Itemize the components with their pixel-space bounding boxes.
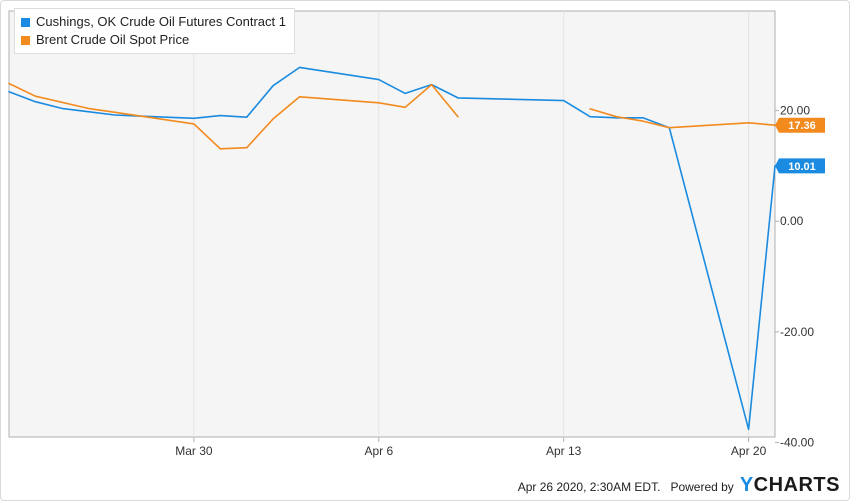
last-value-label-cushing: 10.01 (788, 161, 816, 173)
x-tick-label: Mar 30 (175, 444, 213, 458)
series-line-cushing (8, 66, 776, 431)
last-value-flag-cushing (775, 158, 825, 174)
y-tick-label: 20.00 (780, 104, 810, 118)
plot-area (8, 10, 776, 438)
last-value-label-brent: 17.36 (788, 120, 816, 132)
ycharts-logo[interactable]: YCHARTS (740, 474, 840, 497)
legend-item-cushing[interactable]: Cushings, OK Crude Oil Futures Contract … (21, 13, 286, 31)
footer-timestamp: Apr 26 2020, 2:30AM EDT. (517, 480, 661, 494)
last-value-flag-brent (775, 117, 825, 133)
chart-footer: Apr 26 2020, 2:30AM EDT. Powered by YCHA… (518, 474, 840, 497)
legend-label-cushing: Cushings, OK Crude Oil Futures Contract … (36, 14, 286, 29)
x-tick-label: Apr 20 (731, 444, 767, 458)
series-line-brent (8, 82, 459, 150)
series-line-brent (589, 108, 776, 129)
x-tick-label: Apr 6 (364, 444, 393, 458)
y-tick-label: -40.00 (780, 436, 814, 450)
footer-powered-by: Powered by (670, 480, 734, 494)
y-tick-label: -20.00 (780, 325, 814, 339)
ycharts-logo-rest: CHARTS (753, 474, 840, 496)
chart-legend: Cushings, OK Crude Oil Futures Contract … (14, 8, 295, 54)
legend-swatch-cushing (21, 17, 30, 27)
y-tick-label: 0.00 (780, 214, 804, 228)
ycharts-logo-y: Y (739, 474, 754, 496)
legend-swatch-brent (21, 35, 30, 45)
legend-label-brent: Brent Crude Oil Spot Price (36, 32, 190, 47)
legend-item-brent[interactable]: Brent Crude Oil Spot Price (21, 31, 286, 49)
x-tick-label: Apr 13 (546, 444, 582, 458)
